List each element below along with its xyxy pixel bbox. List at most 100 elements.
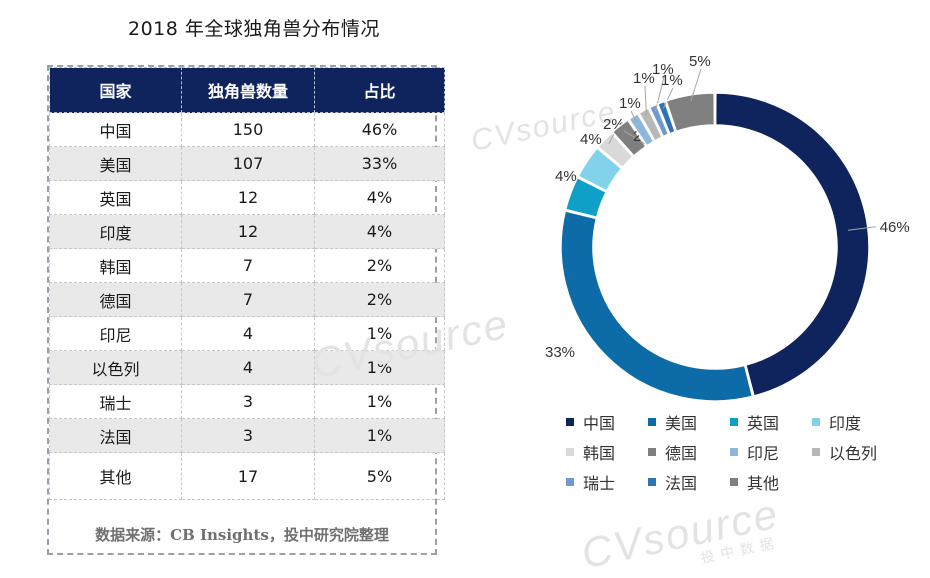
- cell-share: 2%: [314, 282, 445, 317]
- legend-swatch: [730, 478, 738, 486]
- legend-swatch: [812, 448, 820, 456]
- source-note: 数据来源：CB Insights，投中研究院整理: [95, 526, 389, 544]
- cell-country: 德国: [49, 282, 182, 317]
- legend-item: 英国: [730, 410, 812, 434]
- cell-country: 美国: [49, 146, 182, 181]
- legend-item: 其他: [730, 470, 812, 494]
- data-label: 1%: [661, 72, 683, 89]
- slice-其他: [665, 92, 716, 133]
- cell-country: 法国: [49, 418, 182, 453]
- legend-label: 印度: [829, 414, 862, 433]
- data-label: 1%: [633, 70, 655, 87]
- data-table-panel: 国家 独角兽数量 占比 中国 150 46% 美国 107 33% 英国 12 4% 印度 1…: [47, 65, 445, 555]
- cell-count: 3: [181, 418, 315, 453]
- leader-line: [662, 87, 674, 109]
- cell-share: 1%: [314, 316, 445, 351]
- legend-label: 法国: [665, 474, 698, 493]
- legend-label: 印尼: [747, 444, 780, 463]
- leader-line: [847, 226, 876, 231]
- cell-country: 瑞士: [49, 384, 182, 419]
- leader-line: [654, 76, 665, 112]
- slice-印度: [577, 146, 623, 192]
- cell-share: 4%: [314, 214, 445, 249]
- legend-item: 瑞士: [566, 470, 648, 494]
- table-row: 美国 107 33%: [49, 146, 445, 181]
- table-row: 印尼 4 1%: [49, 316, 445, 351]
- cell-share: 1%: [314, 418, 445, 453]
- data-label: 5%: [689, 53, 711, 70]
- cell-country: 其他: [49, 452, 182, 500]
- cell-count: 12: [181, 214, 315, 249]
- data-label: 1%: [652, 61, 674, 78]
- table-row: 瑞士 3 1%: [49, 384, 445, 419]
- legend-item: 印尼: [730, 440, 812, 464]
- cell-count: 17: [181, 452, 315, 500]
- legend-swatch: [648, 478, 656, 486]
- data-label: 46%: [880, 219, 910, 236]
- table-header-row: 国家 独角兽数量 占比: [49, 67, 445, 113]
- legend-swatch: [730, 418, 738, 426]
- leader-line: [623, 130, 646, 145]
- cell-share: 5%: [314, 452, 445, 500]
- legend-item: 美国: [648, 410, 730, 434]
- cell-country: 印度: [49, 214, 182, 249]
- chart-title: 2018 年全球独角兽分布情况: [128, 18, 380, 40]
- slice-美国: [560, 210, 754, 402]
- leader-line: [644, 85, 647, 116]
- slice-英国: [564, 176, 608, 219]
- slice-以色列: [638, 107, 664, 142]
- cell-share: 33%: [314, 146, 445, 181]
- table-row: 德国 7 2%: [49, 282, 445, 317]
- chart-legend: 中国 美国 英国 印度韩国 德国 印尼 以色列瑞士 法国 其他: [566, 410, 886, 494]
- cell-country: 中国: [49, 112, 182, 147]
- legend-item: 印度: [812, 410, 894, 434]
- slice-瑞士: [648, 103, 670, 138]
- donut-chart: 46%33%4%4%2%2%1%1%1%1%5%: [545, 53, 910, 402]
- cell-count: 7: [181, 248, 315, 283]
- table-row: 法国 3 1%: [49, 418, 445, 453]
- legend-item: 德国: [648, 440, 730, 464]
- table-row: 其他 17 5%: [49, 452, 445, 500]
- data-label: 33%: [545, 344, 575, 361]
- table-row: 韩国 7 2%: [49, 248, 445, 283]
- leader-line: [690, 68, 702, 102]
- leader-line: [630, 110, 637, 122]
- data-table: 国家 独角兽数量 占比 中国 150 46% 美国 107 33% 英国 12 4% 印度 1…: [49, 67, 445, 500]
- watermark-logo: CVsource: [577, 489, 783, 578]
- cell-count: 12: [181, 180, 315, 215]
- cell-share: 1%: [314, 350, 445, 385]
- data-label: 1%: [619, 95, 641, 112]
- cell-count: 4: [181, 316, 315, 351]
- cell-share: 1%: [314, 384, 445, 419]
- cell-country: 印尼: [49, 316, 182, 351]
- slice-韩国: [597, 131, 635, 169]
- legend-swatch: [566, 448, 574, 456]
- legend-item: 以色列: [812, 440, 894, 464]
- cell-count: 4: [181, 350, 315, 385]
- legend-label: 以色列: [829, 444, 878, 463]
- slice-德国: [611, 119, 647, 157]
- legend-label: 中国: [583, 414, 616, 433]
- legend-item: 韩国: [566, 440, 648, 464]
- table-row: 印度 12 4%: [49, 214, 445, 249]
- cell-share: 2%: [314, 248, 445, 283]
- legend-label: 美国: [665, 414, 698, 433]
- cell-count: 150: [181, 112, 315, 147]
- header-share: 占比: [314, 67, 445, 113]
- data-label: 4%: [555, 168, 577, 185]
- header-count: 独角兽数量: [181, 67, 315, 113]
- cell-share: 4%: [314, 180, 445, 215]
- table-row: 中国 150 46%: [49, 112, 445, 147]
- legend-swatch: [648, 448, 656, 456]
- legend-swatch: [566, 418, 574, 426]
- cell-country: 韩国: [49, 248, 182, 283]
- legend-label: 英国: [747, 414, 780, 433]
- legend-item: 中国: [566, 410, 648, 434]
- legend-label: 德国: [665, 444, 698, 463]
- cell-count: 3: [181, 384, 315, 419]
- cell-country: 以色列: [49, 350, 182, 385]
- cell-count: 7: [181, 282, 315, 317]
- slice-法国: [656, 100, 677, 135]
- table-row: 以色列 4 1%: [49, 350, 445, 385]
- legend-swatch: [648, 418, 656, 426]
